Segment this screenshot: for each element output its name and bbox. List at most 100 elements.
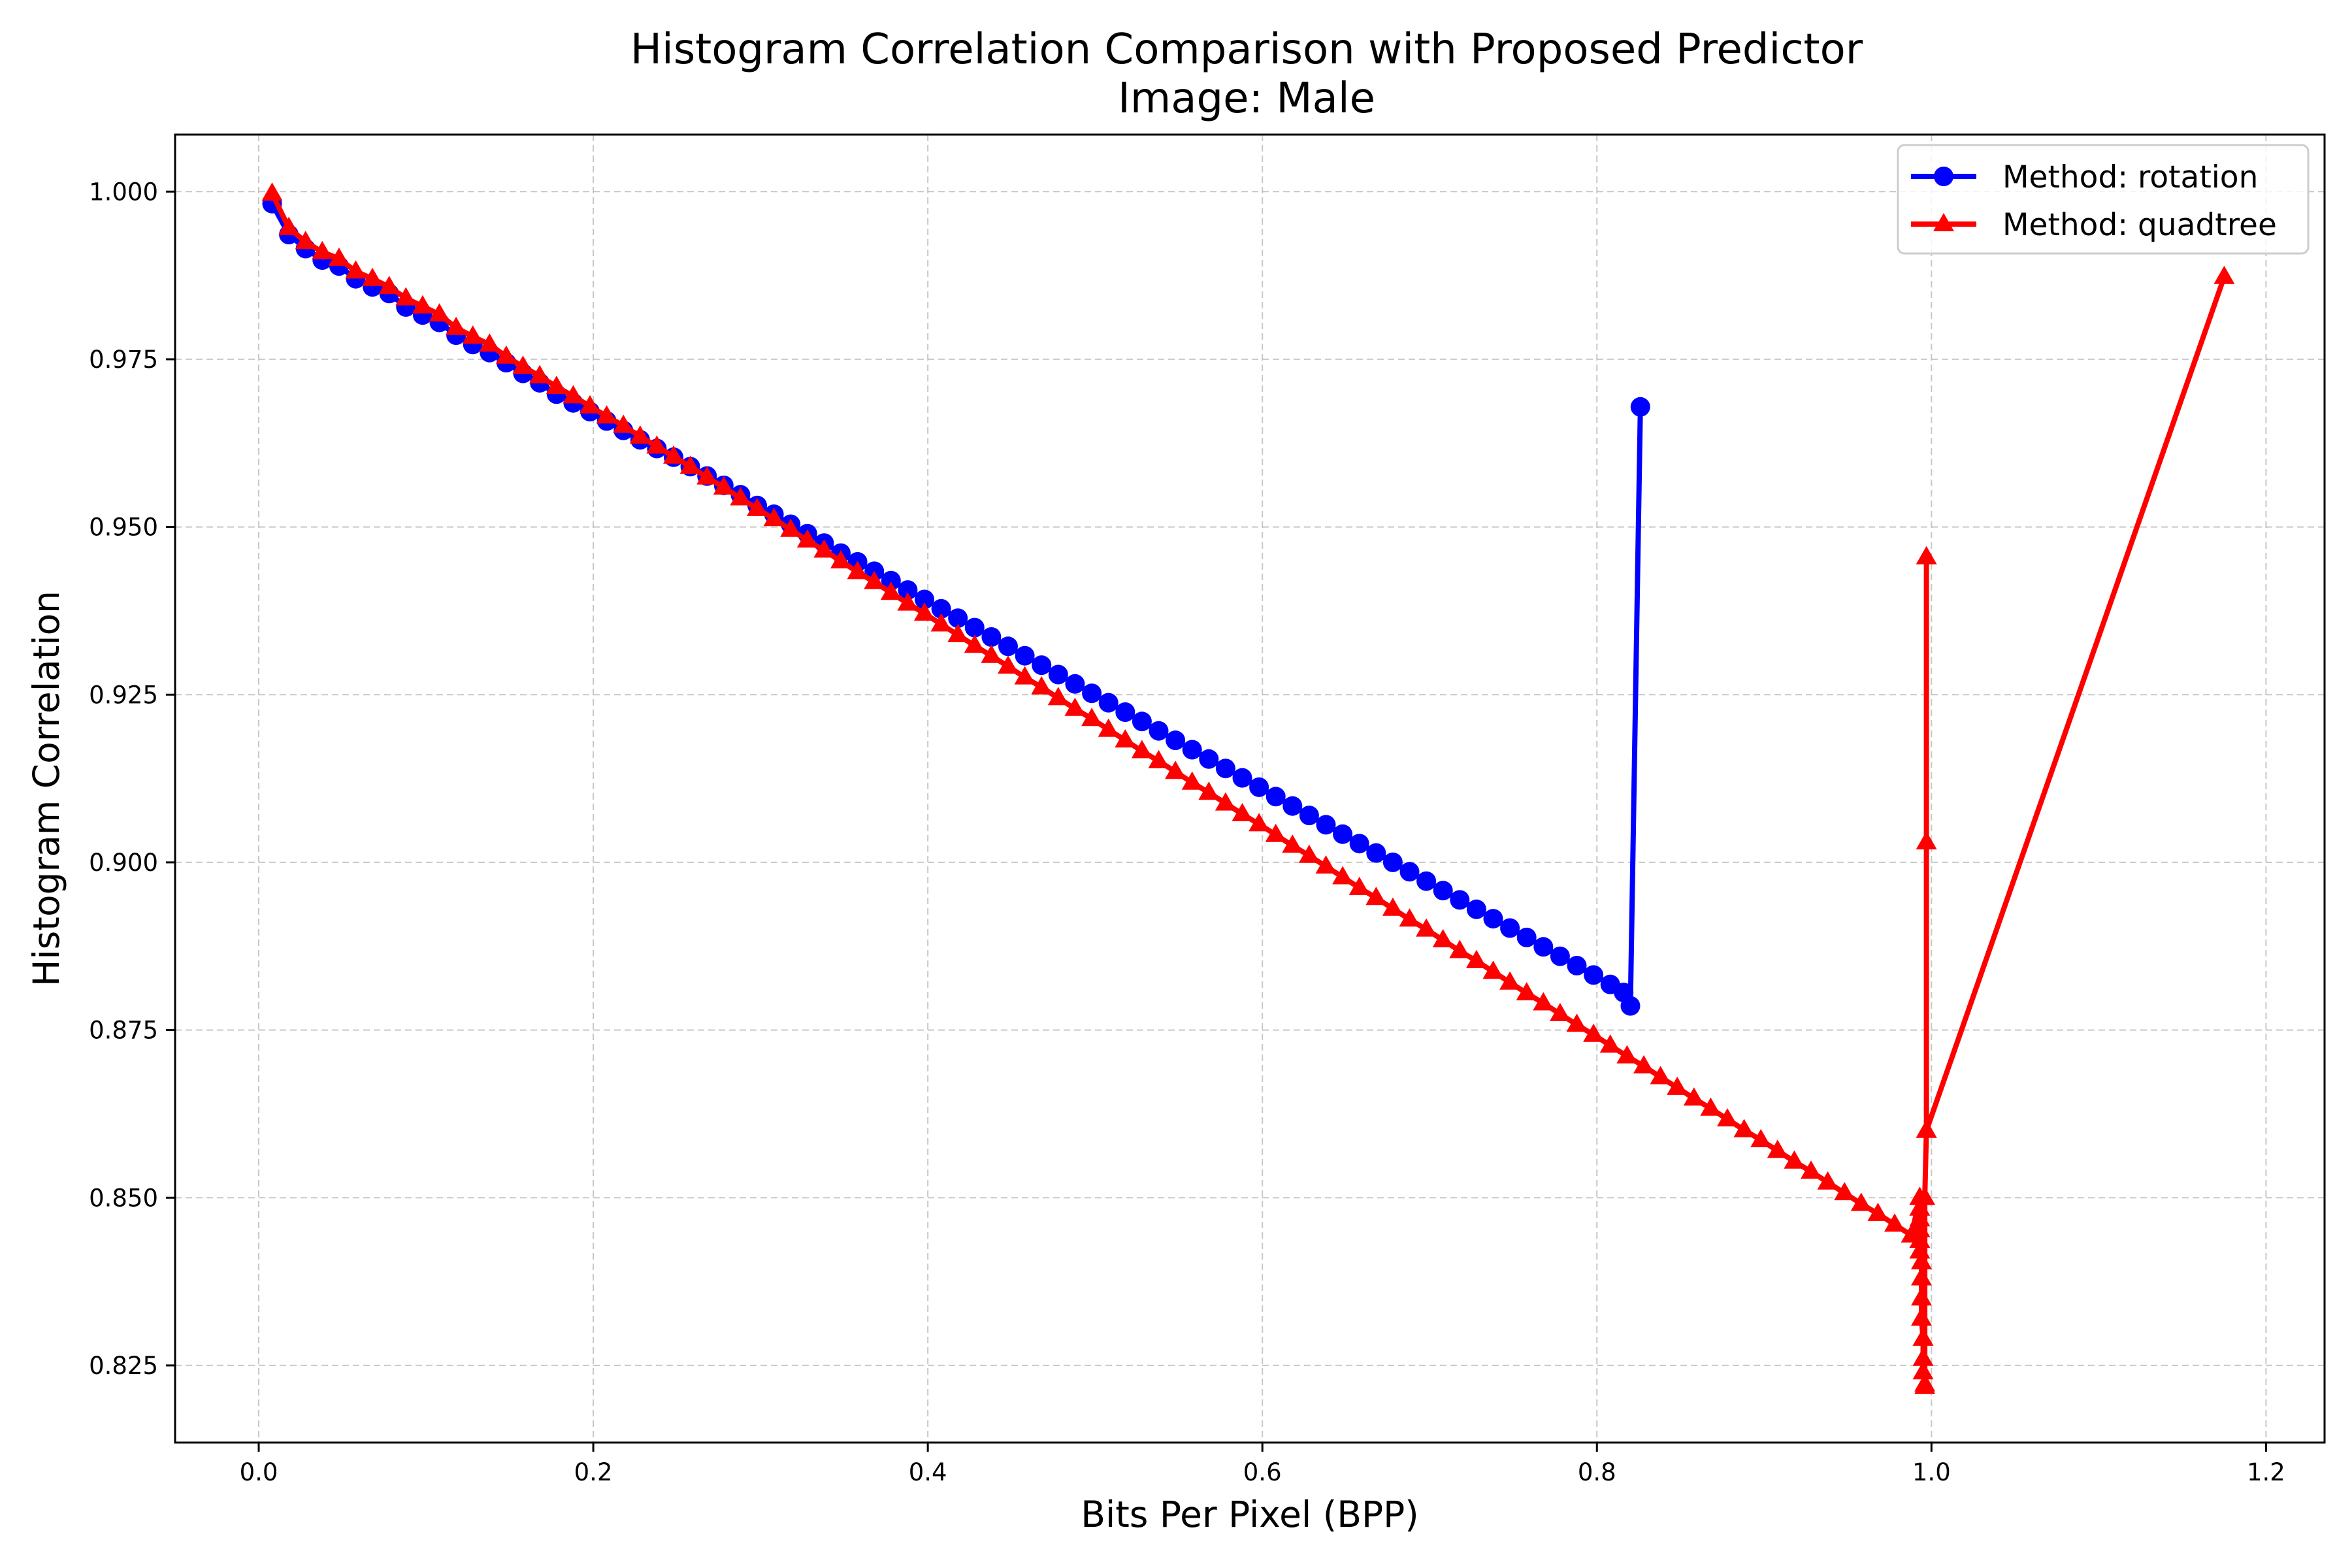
rotation-point xyxy=(1182,740,1202,760)
quadtree-point xyxy=(998,655,1019,674)
quadtree-point xyxy=(580,395,600,414)
quadtree-point xyxy=(1912,1361,1934,1380)
quadtree-point xyxy=(345,260,367,279)
quadtree-point xyxy=(1909,1230,1931,1248)
rotation-point xyxy=(1032,655,1052,676)
legend-box xyxy=(1897,144,2310,255)
rotation-point xyxy=(1232,768,1252,788)
rotation-point xyxy=(1333,824,1353,844)
quadtree-point xyxy=(1298,844,1320,863)
quadtree-point xyxy=(596,405,617,424)
quadtree-point xyxy=(981,644,1002,663)
rotation-point xyxy=(1466,899,1486,919)
y-tick-label: 0.925 xyxy=(89,681,158,709)
legend: Method: rotation Method: quadtree xyxy=(1897,144,2310,255)
quadtree-point xyxy=(914,602,935,621)
rotation-point xyxy=(1266,787,1286,807)
quadtree-point xyxy=(1914,1186,1936,1205)
rotation-point xyxy=(1199,749,1219,769)
quadtree-point xyxy=(1850,1192,1872,1211)
quadtree-point xyxy=(847,561,868,580)
y-tick-label: 0.825 xyxy=(89,1352,158,1380)
quadtree-point xyxy=(613,414,634,433)
rotation-point xyxy=(1450,890,1470,910)
rotation-point xyxy=(1483,909,1503,929)
quadtree-point xyxy=(930,613,952,632)
quadtree-point xyxy=(1784,1150,1805,1169)
quadtree-point xyxy=(1912,1327,1934,1346)
y-tick-label: 1.000 xyxy=(89,178,158,206)
quadtree-point xyxy=(1064,697,1086,716)
y-tick-label: 0.850 xyxy=(89,1184,158,1212)
rotation-point xyxy=(1399,862,1420,882)
rotation-point xyxy=(1630,397,1650,417)
y-tick-label: 0.975 xyxy=(89,346,158,374)
rotation-point xyxy=(1048,664,1068,685)
rotation-point xyxy=(948,608,968,629)
legend-quadtree-marker xyxy=(1933,213,1954,231)
quadtree-point xyxy=(696,466,718,485)
rotation-point xyxy=(1366,843,1386,863)
rotation-point xyxy=(1132,711,1152,732)
quadtree-point xyxy=(1315,855,1337,874)
quadtree-point xyxy=(1549,1003,1571,1021)
quadtree-point xyxy=(1348,876,1370,895)
quadtree-point xyxy=(763,508,785,527)
quadtree-point xyxy=(1909,1218,1931,1237)
rotation-point xyxy=(1282,796,1303,816)
plot-frame xyxy=(174,133,2326,1444)
quadtree-point xyxy=(1482,960,1504,979)
quadtree-point xyxy=(1516,982,1537,1001)
quadtree-point xyxy=(328,247,350,266)
series-area xyxy=(261,182,2235,1394)
quadtree-point xyxy=(278,216,300,235)
x-axis: 0.0 0.2 0.4 0.6 0.8 1.0 1.2 xyxy=(240,1443,2285,1486)
x-tick-label: 0.0 xyxy=(240,1458,278,1486)
quadtree-point xyxy=(362,267,384,286)
rotation-point xyxy=(1500,918,1520,938)
quadtree-point xyxy=(1031,676,1053,694)
quadtree-point xyxy=(1909,1197,1931,1216)
series-quadtree xyxy=(261,182,2235,1394)
quadtree-point xyxy=(563,385,584,404)
rotation-point xyxy=(1098,693,1119,713)
quadtree-point xyxy=(312,240,333,259)
quadtree-point xyxy=(1148,749,1169,768)
quadtree-point xyxy=(1382,897,1403,916)
quadtree-point xyxy=(1717,1108,1738,1127)
quadtree-point xyxy=(1282,834,1303,853)
quadtree-point xyxy=(1265,823,1286,842)
y-tick-label: 0.875 xyxy=(89,1017,158,1045)
rotation-point xyxy=(1249,777,1269,797)
rotation-point xyxy=(1416,871,1437,891)
quadtree-point xyxy=(1432,929,1454,947)
quadtree-point xyxy=(1165,760,1186,779)
rotation-point xyxy=(1299,806,1319,826)
rotation-point xyxy=(1316,815,1336,835)
quadtree-point xyxy=(1131,740,1152,759)
rotation-point xyxy=(1166,730,1186,751)
quadtree-point xyxy=(495,345,517,364)
quadtree-point xyxy=(1416,918,1437,937)
quadtree-point xyxy=(780,518,802,537)
chart-title: Histogram Correlation Comparison with Pr… xyxy=(630,25,1863,74)
x-tick-label: 0.8 xyxy=(1578,1458,1616,1486)
quadtree-point xyxy=(1449,939,1471,958)
rotation-point xyxy=(1149,721,1169,741)
quadtree-point xyxy=(1912,1347,1934,1366)
quadtree-point xyxy=(1916,1119,1937,1138)
quadtree-point xyxy=(1767,1139,1788,1158)
quadtree-point xyxy=(947,623,969,642)
quadtree-point xyxy=(1911,1287,1932,1306)
quadtree-point xyxy=(2213,265,2235,284)
legend-rotation-marker xyxy=(1934,167,1953,186)
rotation-point xyxy=(1550,946,1570,966)
quadtree-point xyxy=(1683,1087,1705,1106)
x-tick-label: 0.2 xyxy=(574,1458,613,1486)
quadtree-point xyxy=(529,365,551,384)
y-axis: 0.825 0.850 0.875 0.900 0.925 0.950 0.975 1.000 xyxy=(89,178,175,1380)
quadtree-point xyxy=(1884,1213,1905,1232)
quadtree-point xyxy=(1332,866,1354,885)
quadtree-point xyxy=(1599,1034,1621,1053)
